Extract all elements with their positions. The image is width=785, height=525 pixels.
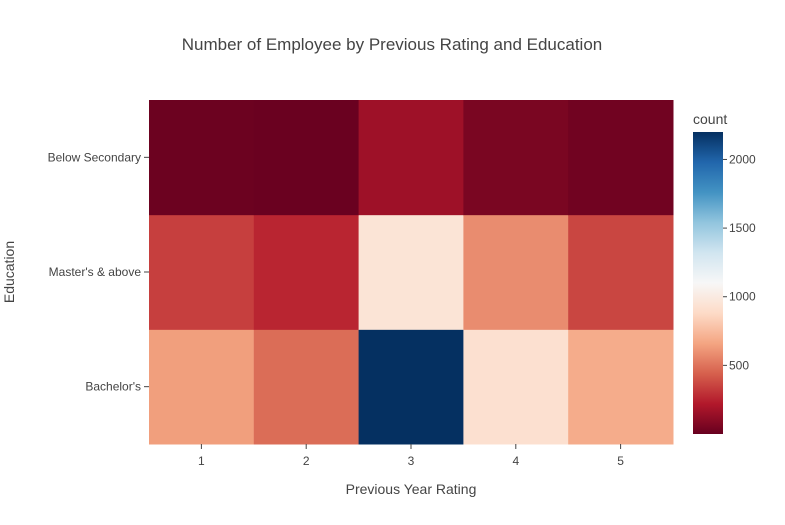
heatmap-cell xyxy=(358,329,464,445)
colorbar-tick-label: 2000 xyxy=(729,152,756,166)
colorbar xyxy=(693,132,723,434)
y-axis-ticks: Bachelor's Master's & above Below Secondar… xyxy=(48,150,149,394)
heatmap-cell xyxy=(149,214,255,330)
x-tick-label: 3 xyxy=(408,454,415,468)
x-tick-label: 4 xyxy=(512,454,519,468)
heatmap-cell xyxy=(463,100,569,216)
x-tick-label: 5 xyxy=(617,454,624,468)
heatmap-cell xyxy=(568,100,674,216)
colorbar-tick-label: 1500 xyxy=(729,221,756,235)
heatmap-cell xyxy=(358,214,464,330)
y-tick-label: Below Secondary xyxy=(48,150,141,164)
heatmap-cell xyxy=(253,100,360,216)
colorbar-tick-label: 500 xyxy=(729,358,749,372)
heatmap-cell xyxy=(358,100,464,216)
x-axis-label: Previous Year Rating xyxy=(346,481,477,497)
heatmap-cell xyxy=(568,214,674,330)
heatmap-cell xyxy=(253,214,360,330)
colorbar-title: count xyxy=(693,111,727,127)
chart-title: Number of Employee by Previous Rating an… xyxy=(182,35,603,54)
x-tick-label: 1 xyxy=(198,454,205,468)
heatmap-cell xyxy=(463,214,569,330)
x-axis-ticks: 1 2 3 4 5 xyxy=(198,444,624,468)
heatmap-cell xyxy=(149,100,255,216)
heatmap-cell xyxy=(568,329,674,445)
colorbar-tick-label: 1000 xyxy=(729,290,756,304)
x-tick-label: 2 xyxy=(303,454,310,468)
y-axis-label: Education xyxy=(1,241,17,303)
colorbar-ticks: 500 1000 1500 2000 xyxy=(723,152,756,372)
y-tick-label: Master's & above xyxy=(49,265,142,279)
heatmap-cell xyxy=(149,329,255,445)
heatmap-cell xyxy=(463,329,569,445)
heatmap-cells xyxy=(149,100,674,445)
y-tick-label: Bachelor's xyxy=(85,380,141,394)
heatmap-cell xyxy=(253,329,360,445)
